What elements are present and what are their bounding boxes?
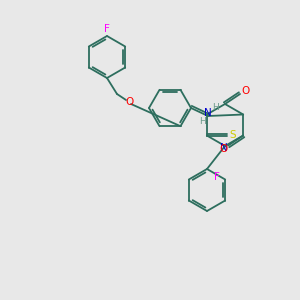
Text: H: H	[199, 116, 206, 125]
Text: F: F	[104, 24, 110, 34]
Text: S: S	[230, 130, 236, 140]
Text: N: N	[204, 107, 212, 118]
Text: O: O	[219, 145, 227, 154]
Text: O: O	[125, 97, 133, 107]
Text: H: H	[212, 103, 219, 112]
Text: F: F	[214, 172, 220, 182]
Text: N: N	[220, 143, 228, 153]
Text: O: O	[241, 86, 249, 96]
